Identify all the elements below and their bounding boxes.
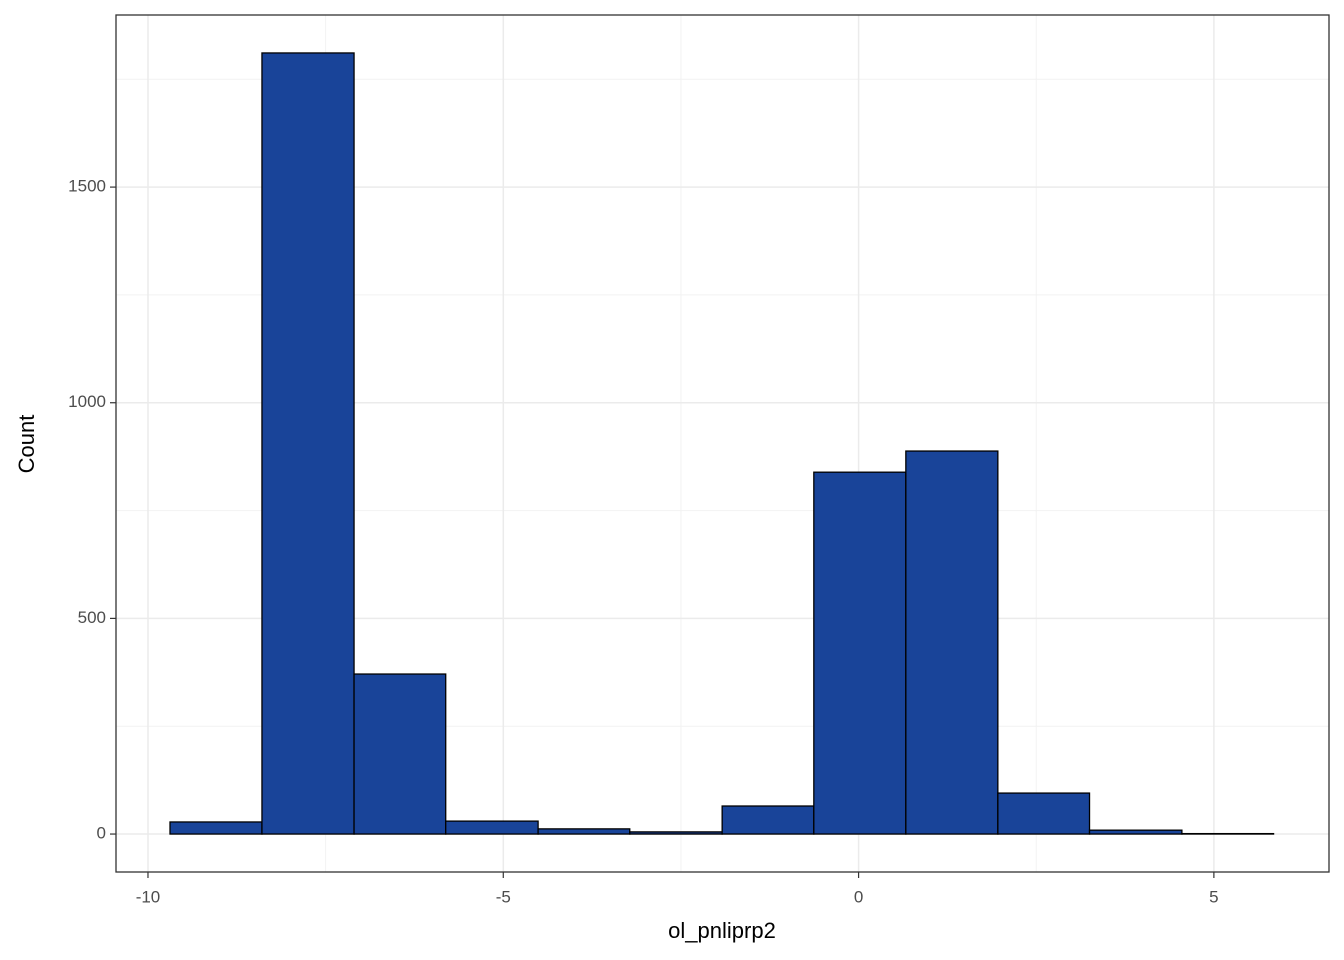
bar (353, 673, 447, 835)
bar (629, 831, 723, 835)
bar (721, 805, 815, 835)
bar (1088, 829, 1183, 835)
bar (905, 450, 999, 835)
bar (813, 471, 907, 835)
x-tick-label: -5 (496, 887, 511, 906)
bar (261, 52, 355, 835)
bar (169, 821, 263, 835)
plot-border (115, 14, 1330, 873)
y-tick-label: 500 (78, 608, 106, 627)
x-tick-label: 5 (1209, 887, 1218, 906)
bar (997, 792, 1091, 835)
y-tick-label: 1000 (68, 392, 106, 411)
bar (537, 828, 631, 835)
x-tick-label: -10 (136, 887, 161, 906)
bar (445, 820, 539, 835)
x-axis-title: ol_pnliprp2 (668, 918, 776, 943)
y-tick-label: 1500 (68, 177, 106, 196)
y-tick-label: 0 (97, 824, 106, 843)
y-axis-title: Count (14, 415, 39, 474)
x-tick-label: 0 (854, 887, 863, 906)
